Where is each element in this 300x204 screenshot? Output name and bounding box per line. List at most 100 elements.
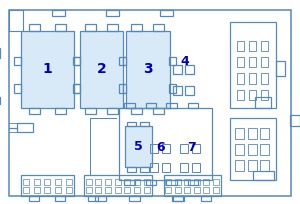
Bar [140,167,149,172]
Bar [184,179,190,185]
Bar [29,196,39,201]
Bar [249,90,256,100]
Bar [123,84,130,93]
Bar [153,24,164,31]
Bar [276,61,285,75]
Bar [213,179,219,185]
Bar [290,115,300,126]
Bar [203,187,209,193]
Text: 3: 3 [143,62,153,76]
Bar [86,179,92,185]
Bar [55,187,61,193]
Bar [230,22,276,108]
Bar [95,196,106,201]
Bar [55,108,66,114]
Bar [188,103,198,108]
Bar [127,122,136,126]
Bar [261,90,268,100]
Bar [66,179,72,185]
Text: 1: 1 [42,62,52,76]
Bar [261,41,268,51]
Bar [23,179,29,185]
Bar [166,180,177,185]
Bar [185,65,194,74]
Bar [105,179,111,185]
Bar [160,10,173,16]
Bar [173,196,184,201]
Bar [124,180,135,185]
Bar [44,187,50,193]
Bar [119,57,126,65]
Bar [95,187,101,193]
Bar [175,187,181,193]
Bar [169,57,176,65]
Bar [260,160,269,171]
Bar [16,123,33,132]
Bar [126,31,170,108]
Bar [73,57,80,65]
Bar [248,128,256,139]
Bar [249,41,256,51]
Bar [44,179,50,185]
Bar [14,84,21,93]
Bar [248,160,256,171]
Bar [74,57,80,65]
Bar [237,90,244,100]
Bar [180,144,188,153]
Bar [134,187,140,193]
Bar [106,10,119,16]
Bar [34,187,40,193]
Bar [230,118,276,180]
Bar [172,65,182,74]
Bar [124,187,130,193]
Bar [248,144,256,155]
Text: 2: 2 [96,62,106,76]
Bar [172,196,183,201]
Bar [194,187,200,193]
Bar [153,108,164,114]
Bar [85,108,96,114]
Bar [261,57,268,67]
Bar [144,187,150,193]
Bar [127,167,136,172]
Bar [185,86,194,95]
Bar [249,73,256,84]
Bar [172,86,182,95]
Bar [55,24,66,31]
Bar [237,73,244,84]
Bar [253,171,274,180]
Bar [124,126,152,167]
Bar [118,108,212,180]
Bar [9,10,22,31]
Bar [86,187,92,193]
Bar [88,196,98,201]
Bar [95,179,101,185]
Bar [131,24,142,31]
Bar [123,57,130,65]
Bar [119,84,126,93]
Bar [203,179,209,185]
Text: 4: 4 [180,55,189,68]
Bar [235,128,244,139]
Bar [150,144,158,153]
Bar [162,163,170,172]
Bar [105,187,111,193]
Bar [124,179,130,185]
Bar [55,196,65,201]
Bar [55,179,61,185]
Bar [166,103,177,108]
Text: 5: 5 [134,140,142,153]
Bar [107,24,118,31]
Bar [74,84,80,93]
Bar [175,179,181,185]
Bar [201,196,211,201]
Bar [115,179,121,185]
Bar [34,179,40,185]
Bar [73,84,80,93]
Bar [260,128,269,139]
Bar [146,103,157,108]
Bar [146,180,157,185]
Text: 6: 6 [156,141,165,154]
Bar [249,57,256,67]
Bar [134,179,140,185]
